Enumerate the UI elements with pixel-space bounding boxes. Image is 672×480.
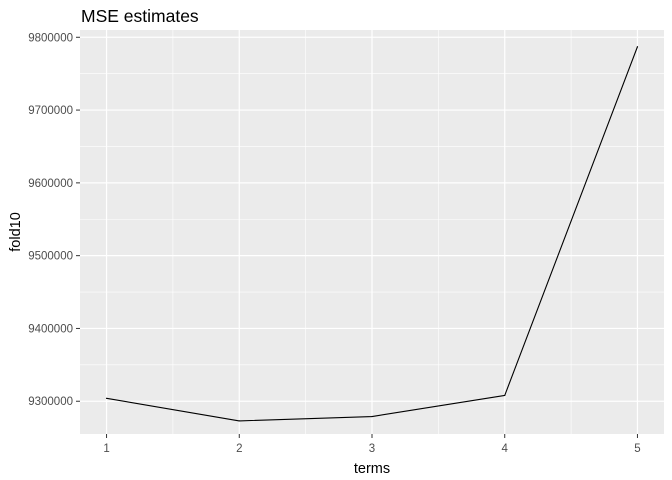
major-gridlines — [80, 30, 664, 434]
x-tick-label: 3 — [369, 443, 375, 455]
x-tick-label: 2 — [236, 443, 242, 455]
y-tick-label: 9300000 — [28, 396, 73, 408]
y-tick-label: 9600000 — [28, 178, 73, 190]
chart-title: MSE estimates — [81, 6, 199, 26]
series-layer — [105, 46, 639, 422]
x-tick-label: 5 — [634, 443, 640, 455]
y-tick-label: 9700000 — [28, 105, 73, 117]
data-point — [371, 415, 373, 418]
y-tick-label: 9800000 — [28, 32, 73, 44]
data-point — [105, 397, 108, 399]
data-point — [238, 420, 240, 422]
y-tick-label: 9500000 — [28, 251, 73, 263]
y-axis: 9300000 9400000 9500000 9600000 9700000 98000… — [28, 32, 80, 408]
data-point — [504, 394, 506, 397]
x-tick-label: 4 — [502, 443, 509, 455]
x-axis-title: terms — [354, 461, 390, 477]
x-tick-label: 1 — [103, 443, 109, 455]
x-axis: 1 2 3 4 5 — [103, 434, 641, 455]
data-point — [636, 46, 639, 48]
y-tick-label: 9400000 — [28, 323, 73, 335]
y-axis-title: fold10 — [8, 212, 24, 252]
